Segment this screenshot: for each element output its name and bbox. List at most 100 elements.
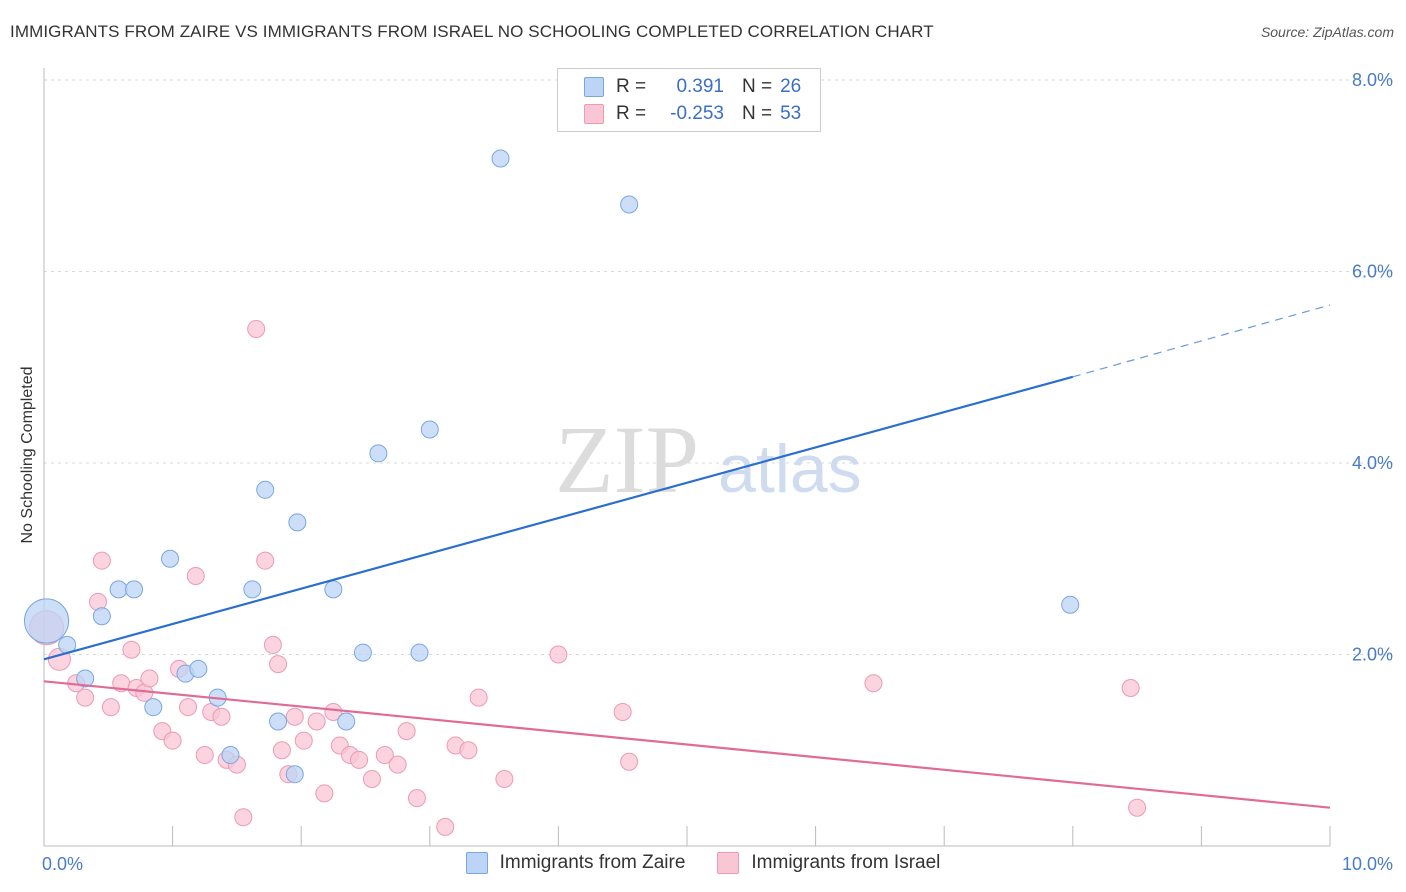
legend-item-israel: Immigrants from Israel [717, 852, 940, 874]
zaire-point [1061, 595, 1080, 614]
x-tick-label: 10.0% [1342, 854, 1393, 874]
zaire-trend-line [43, 375, 1074, 661]
x-tick-label: 0.0% [42, 854, 83, 874]
israel-point [1121, 679, 1140, 698]
zaire-point [243, 580, 262, 599]
zaire-point [285, 765, 304, 784]
israel-trend-line [43, 680, 1331, 809]
correlation-legend: R = 0.391 N = 26 R = -0.253 N = 53 [557, 68, 821, 132]
zaire-point [369, 444, 388, 463]
israel-point [294, 731, 313, 750]
israel-point [256, 551, 275, 570]
y-tick-label: 4.0% [1352, 453, 1393, 473]
israel-point [179, 698, 198, 717]
n-label: N = [742, 76, 773, 97]
zaire-point [256, 480, 275, 499]
israel-point [92, 551, 111, 570]
zaire-point [269, 712, 288, 731]
legend-row-israel: R = -0.253 N = 53 [558, 101, 801, 127]
watermark-atlas: atlas [718, 431, 862, 507]
israel-point [315, 784, 334, 803]
y-tick-label: 2.0% [1352, 645, 1393, 665]
israel-point [864, 674, 883, 693]
israel-point [469, 688, 488, 707]
israel-point [459, 741, 478, 760]
israel-legend-swatch [717, 852, 740, 874]
trend-lines [43, 304, 1331, 809]
israel-point [76, 688, 95, 707]
watermark-zip: ZIP [555, 406, 699, 513]
tick-labels: 2.0% 4.0% 6.0% 8.0% 0.0% 10.0% [42, 70, 1393, 874]
israel-point [362, 769, 381, 788]
zaire-points [23, 149, 1080, 784]
zaire-point [92, 607, 111, 626]
israel-point [495, 769, 514, 788]
israel-point [375, 746, 394, 765]
israel-point [407, 789, 426, 808]
israel-point [234, 808, 253, 827]
israel-point [620, 752, 639, 771]
n-label: N = [742, 103, 773, 124]
legend-row-zaire: R = 0.391 N = 26 [558, 74, 801, 100]
israel-point [388, 755, 407, 774]
israel-point [324, 702, 343, 721]
israel-point [122, 640, 141, 659]
chart-title: IMMIGRANTS FROM ZAIRE VS IMMIGRANTS FROM… [10, 22, 934, 41]
israel-point [285, 707, 304, 726]
zaire-point [125, 580, 144, 599]
n-value: 26 [780, 76, 802, 97]
zaire-point [189, 659, 208, 678]
israel-swatch [584, 104, 604, 124]
israel-point [272, 741, 291, 760]
y-tick-label: 6.0% [1352, 262, 1393, 282]
israel-point [613, 702, 632, 721]
israel-legend-label: Immigrants from Israel [751, 852, 941, 873]
israel-point [186, 566, 205, 585]
zaire-swatch [584, 77, 604, 97]
zaire-legend-swatch [465, 852, 488, 874]
israel-point [350, 750, 369, 769]
israel-point [307, 712, 326, 731]
zaire-point [144, 698, 163, 717]
zaire-point [221, 746, 240, 765]
israel-point [140, 669, 159, 688]
zaire-point [353, 643, 372, 662]
israel-point [549, 645, 568, 664]
legend-item-zaire: Immigrants from Zaire [465, 852, 686, 874]
israel-point [397, 722, 416, 741]
zaire-trend-extension [1072, 304, 1331, 378]
zaire-point [161, 549, 180, 568]
israel-points [29, 319, 1147, 836]
r-value: 0.391 [676, 76, 724, 97]
r-value: -0.253 [670, 103, 724, 124]
zaire-point [410, 643, 429, 662]
israel-point [101, 698, 120, 717]
zaire-point [324, 580, 343, 599]
israel-point [269, 655, 288, 674]
israel-point [436, 817, 455, 836]
zaire-point [288, 513, 307, 532]
israel-point [1128, 798, 1147, 817]
zaire-point [23, 598, 70, 644]
zaire-point [76, 669, 95, 688]
zaire-point [337, 712, 356, 731]
zaire-point [109, 580, 128, 599]
israel-point [247, 319, 266, 338]
zaire-point [620, 195, 639, 214]
r-label: R = [616, 76, 647, 97]
zaire-point [420, 420, 439, 439]
israel-point [212, 707, 231, 726]
axes [43, 68, 1331, 847]
gridlines [44, 79, 1392, 655]
y-tick-label: 8.0% [1352, 70, 1393, 90]
israel-point [163, 731, 182, 750]
n-value: 53 [780, 103, 802, 124]
zaire-point [491, 149, 510, 168]
zaire-legend-label: Immigrants from Zaire [499, 852, 686, 873]
israel-point [263, 635, 282, 654]
r-label: R = [616, 103, 647, 124]
israel-point [195, 746, 214, 765]
source-credit: Source: ZipAtlas.com [1260, 24, 1394, 40]
series-legend: Immigrants from Zaire Immigrants from Is… [0, 852, 1406, 874]
